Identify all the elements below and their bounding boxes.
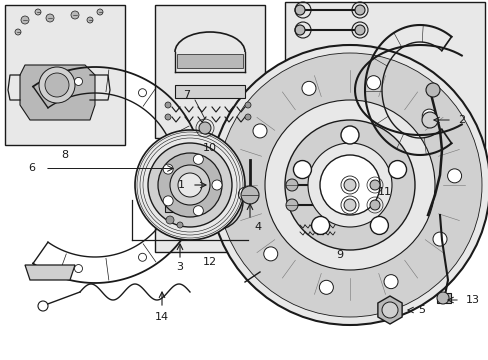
Circle shape — [319, 155, 379, 215]
Circle shape — [35, 9, 41, 15]
Text: 2: 2 — [457, 115, 464, 125]
Text: 5: 5 — [417, 305, 424, 315]
Bar — [177, 54, 243, 68]
Circle shape — [285, 179, 297, 191]
Circle shape — [193, 154, 203, 164]
Circle shape — [238, 187, 252, 201]
Circle shape — [340, 126, 358, 144]
Circle shape — [369, 200, 379, 210]
Bar — [5, 5, 125, 145]
Circle shape — [421, 109, 435, 123]
Circle shape — [343, 199, 355, 211]
Bar — [285, 150, 394, 245]
Text: 8: 8 — [61, 150, 68, 160]
Circle shape — [74, 265, 82, 273]
Text: 7: 7 — [183, 90, 190, 100]
Circle shape — [148, 143, 231, 227]
Text: 14: 14 — [155, 312, 169, 322]
Circle shape — [294, 5, 305, 15]
Bar — [423, 80, 441, 90]
Circle shape — [39, 67, 75, 103]
Circle shape — [293, 161, 311, 179]
Circle shape — [180, 203, 188, 211]
Text: 11: 11 — [377, 187, 391, 197]
Circle shape — [180, 139, 188, 147]
Text: 12: 12 — [203, 257, 217, 267]
Circle shape — [38, 301, 48, 311]
Text: 6: 6 — [28, 163, 35, 174]
Circle shape — [354, 25, 364, 35]
Circle shape — [71, 11, 79, 19]
Polygon shape — [175, 85, 244, 98]
Circle shape — [307, 143, 391, 227]
Circle shape — [178, 173, 202, 197]
Circle shape — [164, 102, 171, 108]
Circle shape — [436, 292, 448, 304]
Bar — [436, 293, 450, 303]
Circle shape — [158, 153, 222, 217]
Polygon shape — [377, 296, 401, 324]
Circle shape — [21, 16, 29, 24]
Circle shape — [212, 180, 222, 190]
Circle shape — [218, 53, 481, 317]
Circle shape — [425, 83, 439, 97]
Circle shape — [263, 247, 277, 261]
Text: 13: 13 — [465, 295, 479, 305]
Circle shape — [163, 164, 173, 174]
Circle shape — [252, 124, 266, 138]
Circle shape — [170, 165, 209, 205]
Circle shape — [138, 253, 146, 261]
Circle shape — [97, 9, 103, 15]
Text: 1: 1 — [178, 180, 184, 190]
Circle shape — [447, 169, 461, 183]
Polygon shape — [25, 265, 75, 280]
Circle shape — [311, 216, 329, 234]
Circle shape — [164, 114, 171, 120]
Circle shape — [87, 17, 93, 23]
Text: 4: 4 — [254, 222, 261, 232]
Circle shape — [244, 102, 250, 108]
Circle shape — [163, 196, 173, 206]
Polygon shape — [20, 65, 95, 120]
Circle shape — [135, 130, 244, 240]
Circle shape — [45, 73, 69, 97]
Circle shape — [383, 275, 397, 289]
Circle shape — [138, 89, 146, 97]
Circle shape — [195, 182, 235, 222]
Circle shape — [319, 280, 333, 294]
Circle shape — [199, 122, 210, 134]
Circle shape — [244, 114, 250, 120]
Circle shape — [294, 25, 305, 35]
Circle shape — [186, 174, 243, 230]
Bar — [155, 152, 264, 252]
Bar — [155, 5, 264, 138]
Circle shape — [354, 5, 364, 15]
Circle shape — [46, 14, 54, 22]
Bar — [285, 2, 484, 180]
Circle shape — [366, 76, 380, 90]
Circle shape — [421, 112, 437, 128]
Circle shape — [285, 199, 297, 211]
Circle shape — [369, 216, 387, 234]
Circle shape — [74, 77, 82, 85]
Circle shape — [381, 302, 397, 318]
Circle shape — [241, 186, 259, 204]
Text: 9: 9 — [336, 250, 343, 260]
Circle shape — [209, 45, 488, 325]
Circle shape — [202, 189, 227, 215]
Circle shape — [264, 100, 434, 270]
Circle shape — [432, 232, 446, 246]
Polygon shape — [164, 192, 175, 212]
Text: 10: 10 — [203, 143, 217, 153]
Circle shape — [193, 206, 203, 216]
Circle shape — [165, 216, 174, 224]
Circle shape — [15, 29, 21, 35]
Text: 3: 3 — [176, 262, 183, 272]
Circle shape — [388, 161, 406, 179]
Circle shape — [177, 222, 183, 228]
Circle shape — [302, 81, 315, 95]
Circle shape — [343, 179, 355, 191]
Circle shape — [285, 120, 414, 250]
Circle shape — [369, 180, 379, 190]
